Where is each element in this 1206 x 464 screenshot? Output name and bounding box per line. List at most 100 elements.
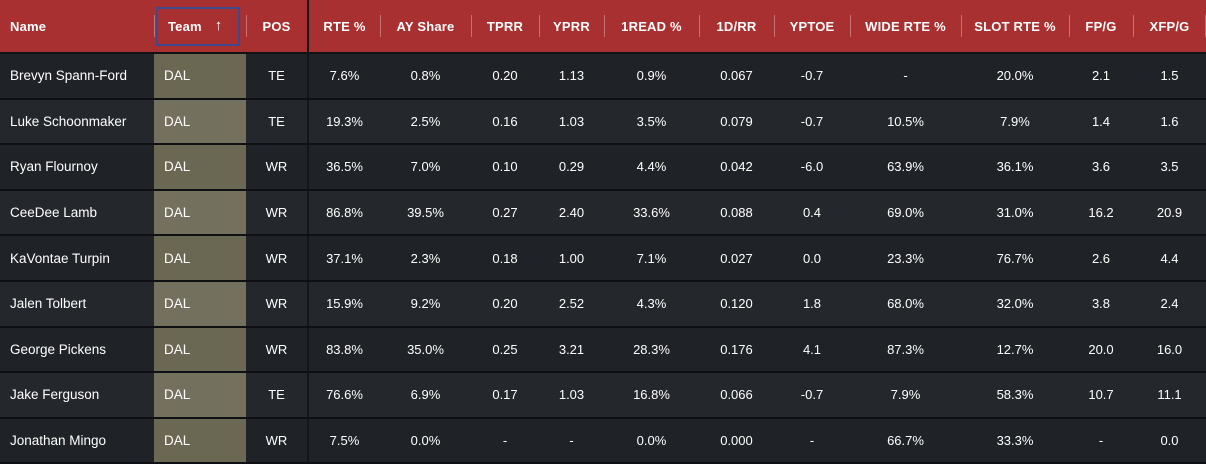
- cell-value: 20.0%: [996, 68, 1034, 84]
- cell-value: 1.6: [1160, 113, 1179, 129]
- player-name: Jonathan Mingo: [10, 433, 107, 449]
- column-header-name[interactable]: Name: [0, 0, 154, 52]
- cell-ay: 35.0%: [380, 328, 471, 372]
- cell-xfpg: 3.5: [1133, 145, 1206, 189]
- cell-slot: 32.0%: [961, 282, 1069, 326]
- cell-rte: 37.1%: [307, 236, 380, 280]
- cell-value: 1.8: [802, 296, 822, 312]
- column-header-label: AY Share: [396, 18, 455, 34]
- cell-value: 1.13: [558, 68, 585, 84]
- table-row: Jalen Tolbert DAL WR 15.9% 9.2% 0.20 2.52 4.3% 0…: [0, 281, 1206, 328]
- cell-team: DAL: [154, 145, 246, 189]
- cell-name: Jalen Tolbert: [0, 282, 154, 326]
- column-header-label: POS: [262, 18, 291, 34]
- column-header-tprr[interactable]: TPRR: [471, 0, 539, 52]
- cell-value: 0.18: [492, 250, 518, 266]
- cell-value: 0.042: [720, 159, 753, 175]
- column-header-slot[interactable]: SLOT RTE %: [961, 0, 1069, 52]
- player-name: KaVontae Turpin: [10, 250, 110, 266]
- cell-read1: 0.9%: [604, 54, 699, 98]
- cell-dr: 0.067: [699, 54, 774, 98]
- table-row: KaVontae Turpin DAL WR 37.1% 2.3% 0.18 1.00 7.1…: [0, 236, 1206, 282]
- cell-team: DAL: [154, 54, 246, 98]
- cell-value: -0.7: [800, 68, 824, 84]
- column-header-ay[interactable]: AY Share: [380, 0, 471, 52]
- cell-value: 0.27: [492, 205, 518, 221]
- cell-wide: -: [850, 54, 961, 98]
- cell-team: DAL: [154, 281, 246, 326]
- cell-value: 0.4: [802, 205, 822, 221]
- cell-value: 16.8%: [633, 387, 670, 403]
- column-header-dr[interactable]: 1D/RR: [699, 0, 774, 52]
- cell-ay: 6.9%: [380, 373, 471, 417]
- cell-value: 0.0%: [410, 433, 441, 449]
- cell-wide: 66.7%: [850, 419, 961, 463]
- cell-tprr: -: [471, 419, 539, 463]
- cell-ay: 2.5%: [380, 100, 471, 144]
- column-header-label: YPTOE: [789, 18, 835, 34]
- cell-fpg: 3.8: [1069, 282, 1133, 326]
- cell-wide: 10.5%: [850, 100, 961, 144]
- column-header-pos[interactable]: POS: [246, 0, 307, 52]
- cell-value: TE: [268, 113, 285, 129]
- cell-value: 7.6%: [329, 68, 360, 84]
- cell-fpg: 3.6: [1069, 145, 1133, 189]
- cell-yprr: 1.03: [539, 373, 604, 417]
- cell-value: 7.9%: [890, 387, 921, 403]
- cell-name: Jake Ferguson: [0, 373, 154, 417]
- cell-tprr: 0.25: [471, 328, 539, 372]
- cell-value: 20.0: [1088, 341, 1114, 357]
- cell-value: 0.10: [492, 159, 518, 175]
- column-header-label: WIDE RTE %: [865, 18, 946, 34]
- column-header-label: Name: [10, 18, 47, 34]
- column-header-yptoe[interactable]: YPTOE: [774, 0, 850, 52]
- column-header-fpg[interactable]: FP/G: [1069, 0, 1133, 52]
- cell-value: 2.4: [1160, 296, 1179, 312]
- cell-value: 76.7%: [996, 250, 1034, 266]
- cell-value: 0.0%: [636, 433, 667, 449]
- cell-slot: 36.1%: [961, 145, 1069, 189]
- cell-name: Luke Schoonmaker: [0, 100, 154, 144]
- sorted-column-highlight-box[interactable]: Team ↑: [156, 6, 240, 46]
- cell-value: 2.6: [1091, 250, 1111, 266]
- player-name: Jalen Tolbert: [10, 296, 87, 312]
- cell-value: 0.088: [720, 205, 753, 221]
- column-header-xfpg[interactable]: XFP/G: [1133, 0, 1206, 52]
- cell-fpg: 2.6: [1069, 236, 1133, 280]
- column-header-label: YPRR: [553, 18, 590, 34]
- cell-value: 83.8%: [326, 341, 363, 357]
- cell-value: 0.16: [492, 113, 518, 129]
- cell-team: DAL: [154, 327, 246, 372]
- column-header-yprr[interactable]: YPRR: [539, 0, 604, 52]
- cell-value: 3.5%: [636, 113, 667, 129]
- cell-slot: 58.3%: [961, 373, 1069, 417]
- cell-slot: 7.9%: [961, 100, 1069, 144]
- cell-yprr: -: [539, 419, 604, 463]
- cell-value: 23.3%: [887, 250, 924, 266]
- cell-team: DAL: [154, 99, 246, 144]
- cell-value: 0.066: [720, 387, 753, 403]
- cell-value: WR: [265, 159, 288, 175]
- cell-ay: 0.0%: [380, 419, 471, 463]
- cell-value: DAL: [164, 387, 191, 403]
- cell-tprr: 0.27: [471, 191, 539, 235]
- cell-value: 3.21: [558, 341, 585, 357]
- cell-value: DAL: [164, 205, 191, 221]
- cell-value: 0.8%: [410, 68, 441, 84]
- cell-pos: TE: [246, 54, 307, 98]
- cell-fpg: 2.1: [1069, 54, 1133, 98]
- cell-value: 10.5%: [887, 113, 924, 129]
- cell-read1: 3.5%: [604, 100, 699, 144]
- column-header-rte[interactable]: RTE %: [307, 0, 380, 52]
- cell-yprr: 1.03: [539, 100, 604, 144]
- column-header-team[interactable]: Team ↑: [154, 0, 246, 52]
- column-header-read1[interactable]: 1READ %: [604, 0, 699, 52]
- cell-value: 7.0%: [410, 159, 441, 175]
- cell-value: 1.03: [558, 113, 585, 129]
- cell-value: 7.1%: [636, 250, 667, 266]
- cell-pos: WR: [246, 282, 307, 326]
- table-row: George Pickens DAL WR 83.8% 35.0% 0.25 3.21 28.…: [0, 327, 1206, 374]
- column-header-wide[interactable]: WIDE RTE %: [850, 0, 961, 52]
- cell-value: 1.03: [558, 387, 585, 403]
- cell-dr: 0.027: [699, 236, 774, 280]
